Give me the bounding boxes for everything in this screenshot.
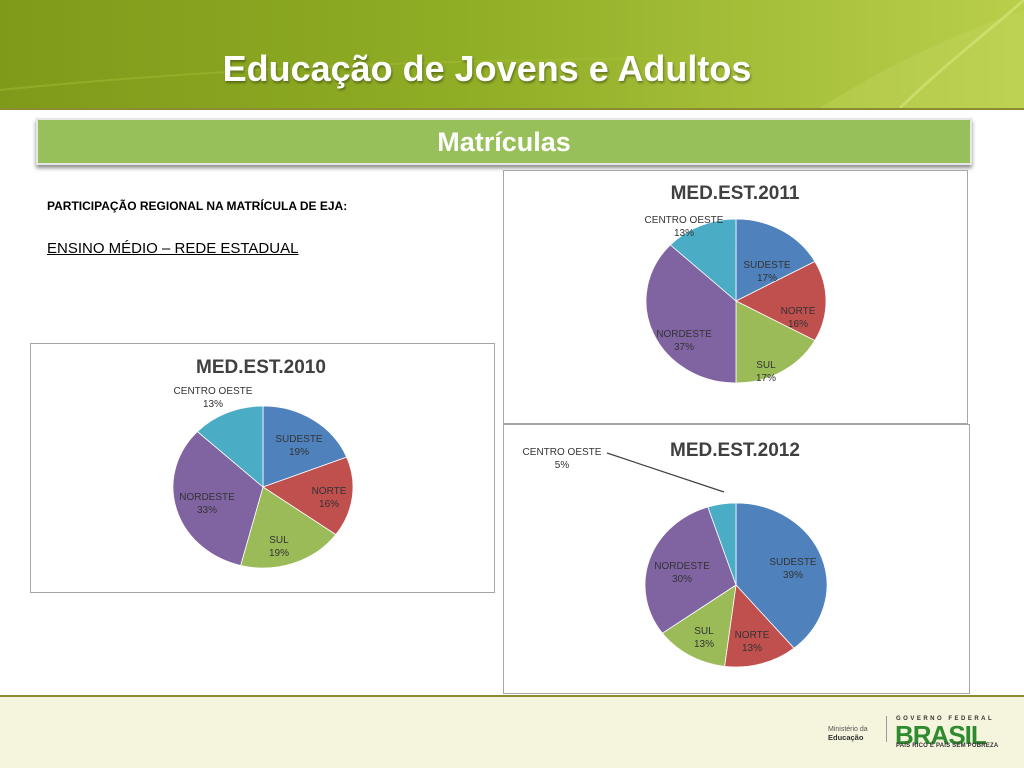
- label-leader-line: [606, 452, 725, 493]
- pie-slice-sudeste: [735, 502, 828, 649]
- header-swoosh-decoration: [0, 0, 1024, 108]
- brasil-logo: BRASIL: [895, 720, 987, 750]
- data-label-sudeste: SUDESTE 17%: [743, 260, 791, 284]
- pie-chart-2012: MED.EST.2012 SUDESTE 39% NORTE 13% SUL 13% NORD…: [503, 424, 970, 694]
- data-label-centro-oeste: CENTRO OESTE 5%: [523, 447, 602, 471]
- data-label-nordeste: NORDESTE 37%: [656, 329, 712, 353]
- pie-chart-2010: MED.EST.2010 SUDESTE 19% NORTE 16% SUL 19% NORD…: [30, 343, 495, 593]
- data-label-sul: SUL 19%: [269, 535, 289, 559]
- data-label-centro-oeste: CENTRO OESTE 13%: [174, 386, 253, 410]
- pie-slice-centro-oeste: [669, 218, 737, 302]
- pie-slice-norte: [735, 260, 827, 342]
- pie-chart-svg: MED.EST.2010 SUDESTE 19% NORTE 16% SUL 19% NORD…: [172, 357, 354, 569]
- data-label-sul: SUL 17%: [756, 360, 776, 384]
- pie-chart-svg: MED.EST.2012 SUDESTE 39% NORTE 13% SUL 13% NORD…: [523, 440, 828, 668]
- data-label-centro-oeste: CENTRO OESTE 13%: [645, 215, 724, 239]
- slide-header: Educação de Jovens e Adultos: [0, 0, 1024, 108]
- data-label-sudeste: SUDESTE 19%: [275, 434, 323, 458]
- pie-slice-sudeste: [262, 405, 348, 488]
- data-label-sul: SUL 13%: [694, 626, 714, 650]
- chart-title: MED.EST.2012: [670, 440, 800, 461]
- section-banner: Matrículas: [36, 118, 972, 165]
- pie-slice-sul: [240, 486, 337, 569]
- ministerio-line1: Ministério da: [828, 726, 868, 733]
- data-label-norte: NORTE 16%: [312, 486, 347, 510]
- data-label-nordeste: NORDESTE 30%: [654, 561, 710, 585]
- pie-slice-centro-oeste: [707, 502, 737, 586]
- slide-footer: [0, 697, 1024, 768]
- ministerio-logo-text: Ministério da Educação: [828, 726, 868, 742]
- pie-slice-norte: [724, 584, 795, 668]
- ministerio-line2: Educação: [828, 733, 864, 742]
- pie-slice-sul: [661, 584, 737, 667]
- data-label-nordeste: NORDESTE 33%: [179, 492, 235, 516]
- separator-bar-icon: [886, 716, 887, 742]
- pie-slice-centro-oeste: [196, 405, 264, 488]
- pie-slice-sul: [735, 300, 816, 384]
- pie-slice-sudeste: [735, 218, 816, 302]
- chart-subtitle-secondary: ENSINO MÉDIO – REDE ESTADUAL: [47, 240, 299, 257]
- footer-divider: [0, 695, 1024, 697]
- pie-slice-nordeste: [645, 244, 737, 384]
- data-label-norte: NORTE 13%: [735, 630, 770, 654]
- pie-slice-nordeste: [644, 506, 737, 634]
- page-title: Educação de Jovens e Adultos: [222, 48, 752, 89]
- pie-chart-2011: MED.EST.2011 SUDESTE 17% NORTE 16% SUL 17% NORD…: [503, 170, 968, 424]
- chart-subtitle: PARTICIPAÇÃO REGIONAL NA MATRÍCULA DE EJ…: [47, 199, 348, 213]
- pie-chart-svg: MED.EST.2011 SUDESTE 17% NORTE 16% SUL 17% NORD…: [645, 183, 827, 384]
- brasil-slogan: PAÍS RICO É PAÍS SEM POBREZA: [896, 743, 999, 749]
- governo-federal-text: GOVERNO FEDERAL: [896, 716, 995, 722]
- pie-slice-norte: [262, 456, 354, 536]
- header-divider: [0, 108, 1024, 110]
- chart-title: MED.EST.2010: [196, 357, 326, 378]
- chart-title: MED.EST.2011: [671, 183, 800, 204]
- data-label-norte: NORTE 16%: [781, 306, 816, 330]
- pie-slice-nordeste: [172, 431, 264, 566]
- data-label-sudeste: SUDESTE 39%: [769, 557, 817, 581]
